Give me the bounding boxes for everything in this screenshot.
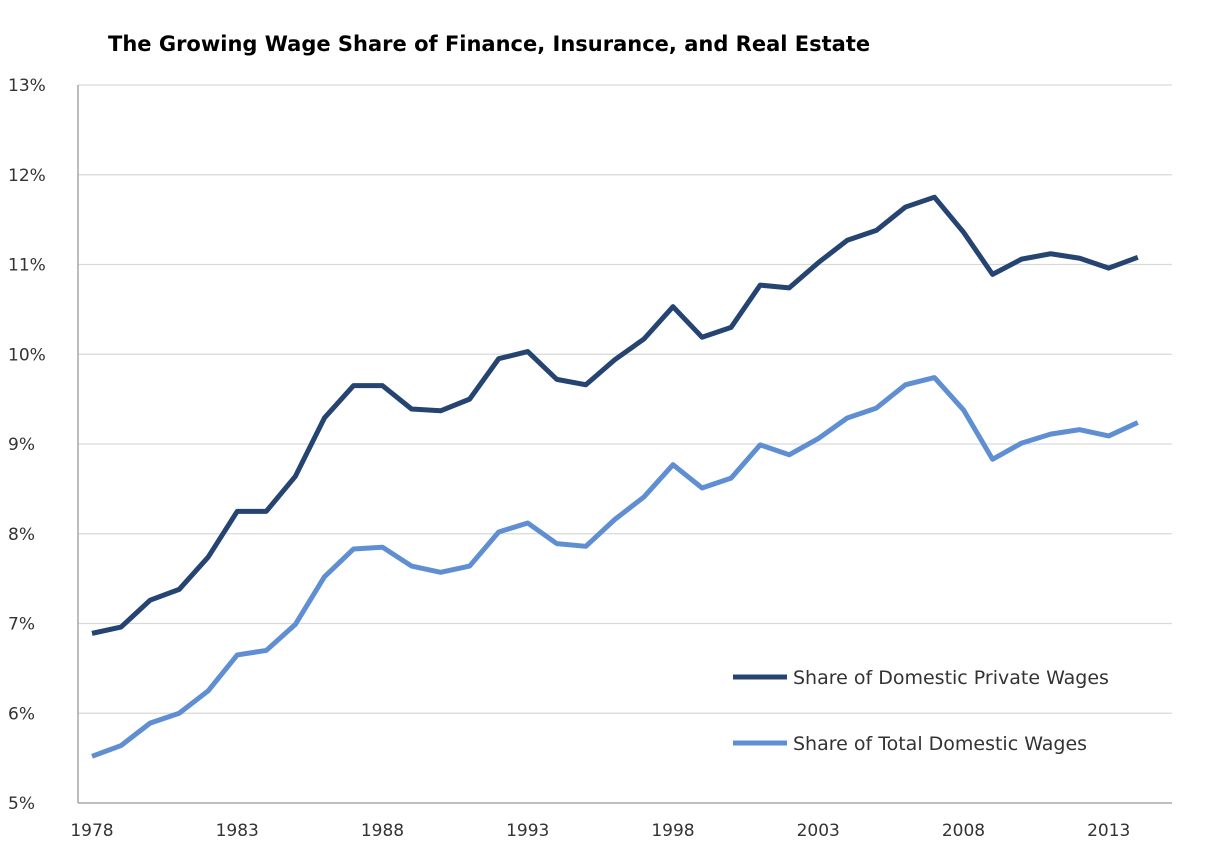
series-line-total-domestic-wages (91, 375, 1139, 759)
y-tick-label: 5% (8, 794, 35, 814)
x-tick-label: 1993 (506, 821, 549, 841)
x-tick-label: 1988 (361, 821, 404, 841)
x-tick-label: 2013 (1087, 821, 1130, 841)
series-line-domestic-private-wages (91, 194, 1139, 636)
y-tick-label: 7% (8, 615, 35, 635)
x-tick-label: 1978 (70, 821, 113, 841)
x-tick-label: 1998 (651, 821, 694, 841)
legend-label: Share of Total Domestic Wages (793, 733, 1087, 755)
y-tick-label: 11% (8, 256, 46, 276)
x-tick-label: 2008 (942, 821, 985, 841)
y-tick-label: 12% (8, 166, 46, 186)
chart-title: The Growing Wage Share of Finance, Insur… (108, 32, 870, 56)
y-tick-label: 8% (8, 525, 35, 545)
y-tick-label: 6% (8, 704, 35, 724)
y-tick-label: 10% (8, 345, 46, 365)
y-tick-label: 9% (8, 435, 35, 455)
y-tick-label: 13% (8, 76, 46, 96)
x-tick-label: 1983 (216, 821, 259, 841)
legend-label: Share of Domestic Private Wages (793, 667, 1109, 689)
x-tick-label: 2003 (797, 821, 840, 841)
